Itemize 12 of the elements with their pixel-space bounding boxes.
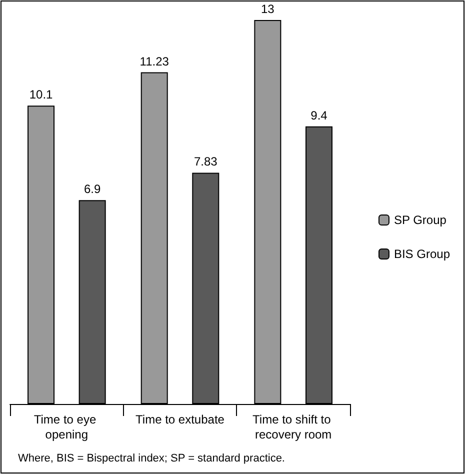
legend-label: SP Group	[394, 213, 447, 227]
x-tick-label: Time to eye opening	[34, 412, 100, 442]
data-label: 6.9	[84, 182, 101, 196]
data-label: 7.83	[194, 154, 218, 169]
data-label: 11.23	[140, 54, 170, 68]
text: Where, BIS = Bispectral index; SP = standard practice.	[18, 452, 285, 464]
x-tick-label: Time to shift to recovery room	[252, 412, 334, 442]
data-label: 13	[261, 2, 275, 16]
legend-label: BIS Group	[394, 247, 450, 261]
data-label: 9.4	[310, 108, 328, 122]
data-label: 10.1	[29, 88, 54, 102]
x-tick-label: Time to extubate	[136, 412, 225, 426]
